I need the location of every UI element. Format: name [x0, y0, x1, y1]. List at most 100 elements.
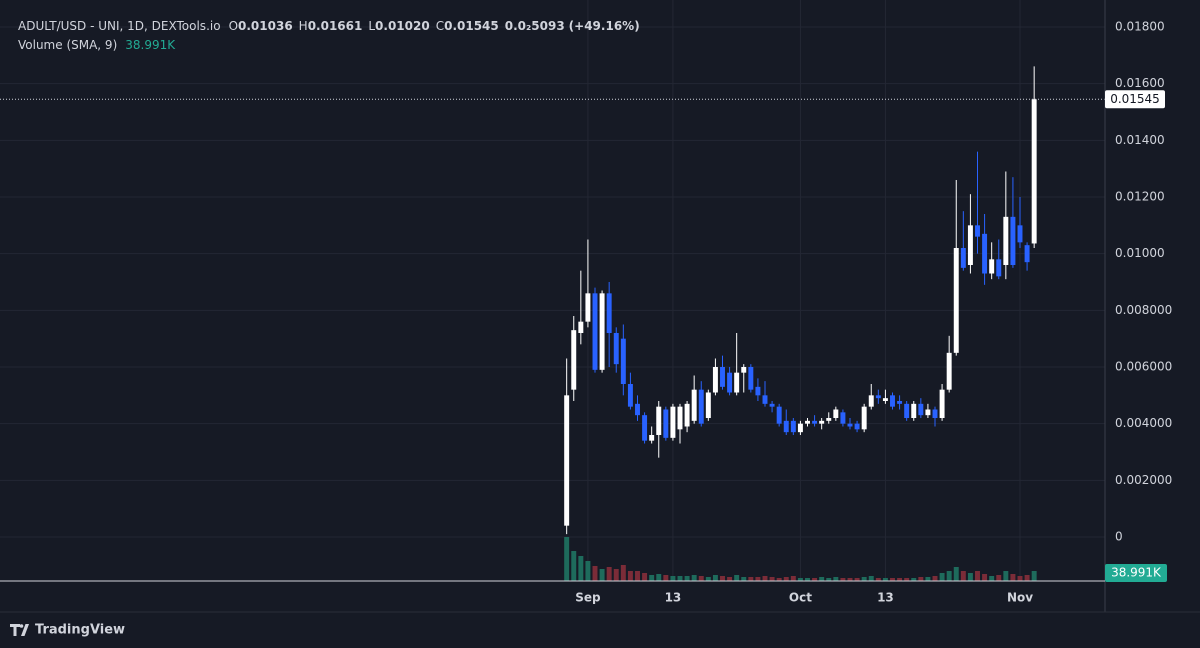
- c-key: C: [436, 19, 444, 33]
- volume-bar: [762, 576, 768, 581]
- candle-body: [797, 423, 803, 433]
- volume-bar: [677, 576, 683, 581]
- volume-bar: [918, 577, 924, 581]
- volume-bar: [1003, 571, 1009, 581]
- candle-body: [712, 367, 718, 393]
- candle-body: [748, 367, 754, 390]
- volume-bar: [691, 575, 697, 581]
- volume-bar: [783, 577, 789, 581]
- volume-bar: [1024, 575, 1030, 581]
- volume-bar: [967, 573, 973, 581]
- candle-body: [989, 259, 995, 274]
- volume-bar: [911, 578, 917, 581]
- volume-bar: [996, 575, 1002, 581]
- y-tick-label: 0.01600: [1115, 76, 1165, 90]
- candle-body: [606, 293, 612, 333]
- candle-body: [868, 395, 874, 407]
- candle-body: [805, 420, 810, 424]
- high-value: 0.01661: [308, 19, 363, 33]
- candle-body: [741, 367, 747, 373]
- volume-bar: [564, 537, 570, 581]
- candle-body: [911, 403, 917, 418]
- volume-bar: [769, 577, 775, 581]
- volume-bar: [861, 577, 867, 581]
- volume-bar: [925, 577, 931, 581]
- volume-bar: [1017, 576, 1023, 581]
- volume-bar: [705, 577, 711, 581]
- volume-bar: [904, 578, 910, 581]
- candle-body: [918, 403, 924, 416]
- last-price-badge: [1105, 90, 1165, 109]
- candle-body: [861, 406, 867, 430]
- candle-body: [578, 321, 584, 333]
- volume-bar: [833, 577, 839, 581]
- open-value: 0.01036: [238, 19, 293, 33]
- candle-body: [564, 395, 570, 526]
- brand-dot: [19, 624, 24, 628]
- x-tick-label: Oct: [789, 591, 812, 605]
- candle-body: [897, 401, 903, 404]
- volume-bar: [897, 578, 903, 581]
- candle-body: [649, 435, 655, 441]
- candle-body: [939, 389, 945, 418]
- candle-body: [840, 412, 846, 424]
- y-tick-label: 0.01200: [1115, 190, 1165, 204]
- volume-badge: [1105, 564, 1167, 582]
- x-tick-label: Nov: [1007, 591, 1033, 605]
- volume-bar: [684, 576, 690, 581]
- h-key: H: [299, 19, 308, 33]
- volume-bar: [847, 578, 853, 581]
- volume-bar: [805, 578, 810, 581]
- change-value: 0.0₂5093: [505, 19, 565, 33]
- candle-body: [812, 420, 818, 424]
- candle-body: [1017, 225, 1023, 243]
- y-tick-label: 0.01000: [1115, 246, 1165, 260]
- candle-body: [826, 418, 832, 421]
- symbol: ADULT/USD - UNI, 1D, DEXTools.io: [18, 19, 221, 33]
- candle-body: [592, 293, 598, 370]
- volume-bar: [606, 567, 612, 581]
- candle-body: [656, 406, 662, 435]
- volume-bar: [932, 576, 938, 581]
- candle-body: [1003, 216, 1009, 265]
- o-key: O: [229, 19, 238, 33]
- candle-body: [1031, 99, 1037, 244]
- candle-body: [698, 389, 704, 424]
- candle-body: [720, 367, 725, 387]
- volume-bar: [670, 576, 676, 581]
- brand-icon: [10, 624, 29, 636]
- volume-bar: [854, 578, 860, 581]
- change-pct: (+49.16%): [569, 19, 640, 33]
- candle-body: [727, 372, 733, 393]
- candle-body: [925, 409, 931, 416]
- volume-bar: [882, 578, 888, 581]
- volume-bar: [734, 575, 740, 581]
- volume-badge-label: 38.991K: [1111, 566, 1162, 580]
- candle-body: [663, 409, 669, 438]
- candle-body: [1024, 245, 1030, 263]
- volume-bar: [720, 576, 725, 581]
- candle-body: [635, 403, 640, 416]
- volume-bar: [790, 576, 796, 581]
- candle-body: [960, 248, 966, 268]
- volume-bar: [642, 573, 648, 581]
- y-tick-label: 0.004000: [1115, 416, 1172, 430]
- brand-text: TradingView: [35, 623, 125, 638]
- brand-logo: TradingView: [10, 623, 125, 638]
- volume-bar: [776, 578, 782, 581]
- candle-body: [982, 233, 988, 274]
- volume-bar: [571, 551, 577, 581]
- candle-body: [585, 293, 591, 322]
- volume-bar: [748, 577, 754, 581]
- candle-body: [975, 225, 980, 237]
- candle-body: [882, 398, 888, 401]
- y-tick-label: 0.008000: [1115, 303, 1172, 317]
- candle-body: [762, 395, 768, 404]
- volume-bar: [663, 575, 669, 581]
- plot-area: [0, 66, 1105, 581]
- candle-body: [705, 392, 711, 418]
- candle-body: [776, 406, 782, 424]
- low-value: 0.01020: [375, 19, 430, 33]
- y-tick-label: 0.002000: [1115, 473, 1172, 487]
